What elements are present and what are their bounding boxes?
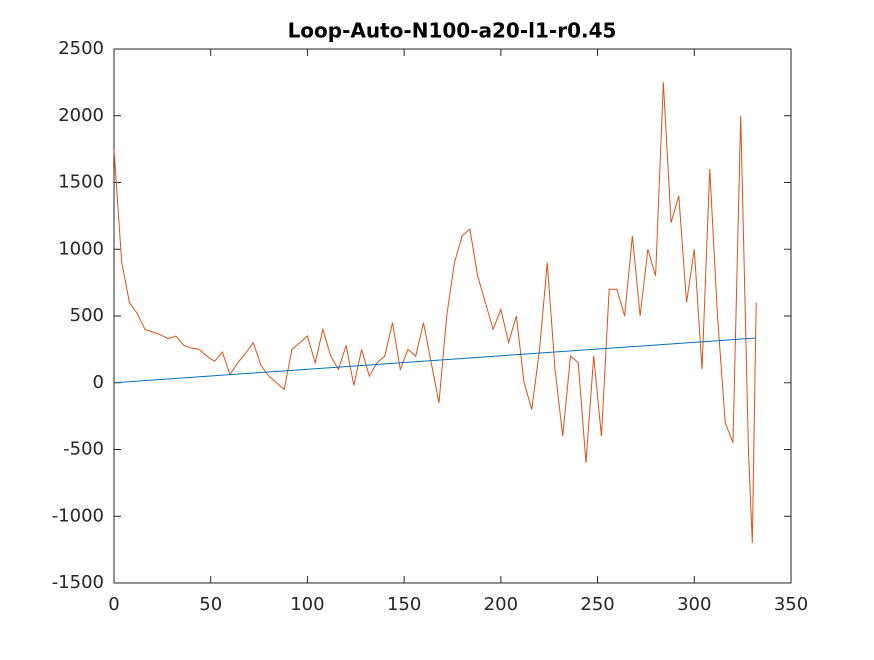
chart-title: Loop-Auto-N100-a20-l1-r0.45 [288,19,617,43]
y-tick-label: -1000 [52,505,104,526]
x-tick-label: 0 [108,594,119,615]
y-tick-label: -500 [63,439,104,460]
y-tick-label: 1500 [58,172,104,193]
y-tick-label: 2000 [58,105,104,126]
y-tick-label: -1500 [52,572,104,593]
y-tick-label: 500 [70,305,104,326]
data-line [113,82,757,543]
x-tick-label: 350 [774,594,808,615]
x-tick-label: 50 [199,594,222,615]
y-tick-label: 0 [93,372,104,393]
plot-box [113,48,792,584]
x-tick-label: 300 [677,594,711,615]
x-tick-label: 150 [387,594,421,615]
x-tick-label: 250 [580,594,614,615]
y-tick-label: 2500 [58,38,104,59]
y-tick-label: 1000 [58,238,104,259]
x-tick-label: 200 [484,594,518,615]
data-line [113,337,757,384]
x-tick-label: 100 [290,594,324,615]
